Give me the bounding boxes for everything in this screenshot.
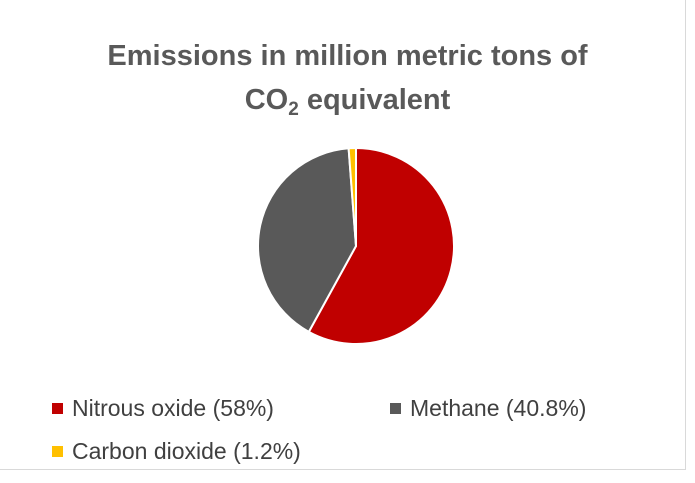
legend-label-methane: Methane (40.8%) [410,395,587,421]
pie-slice-nitrous-oxide [307,147,455,345]
legend-item-carbon-dioxide: Carbon dioxide (1.2%) [52,438,301,465]
legend-swatch-nitrous-oxide [52,403,63,414]
title-rest: equivalent [298,84,451,116]
legend-swatch-carbon-dioxide [52,446,63,457]
legend-swatch-methane [390,403,401,414]
title-subscript: 2 [288,99,299,120]
pie-slice-carbon-dioxide [347,146,357,247]
legend-label-nitrous-oxide: Nitrous oxide (58%) [72,395,274,421]
legend-item-methane: Methane (40.8%) [390,395,586,422]
chart-title: Emissions in million metric tons of CO2 … [0,34,695,122]
title-line-1: Emissions in million metric tons of [107,40,588,72]
legend-item-nitrous-oxide: Nitrous oxide (58%) [52,395,274,422]
legend-label-carbon-dioxide: Carbon dioxide (1.2%) [72,438,301,464]
title-co: CO [244,84,289,116]
pie-slice-methane [257,147,357,333]
